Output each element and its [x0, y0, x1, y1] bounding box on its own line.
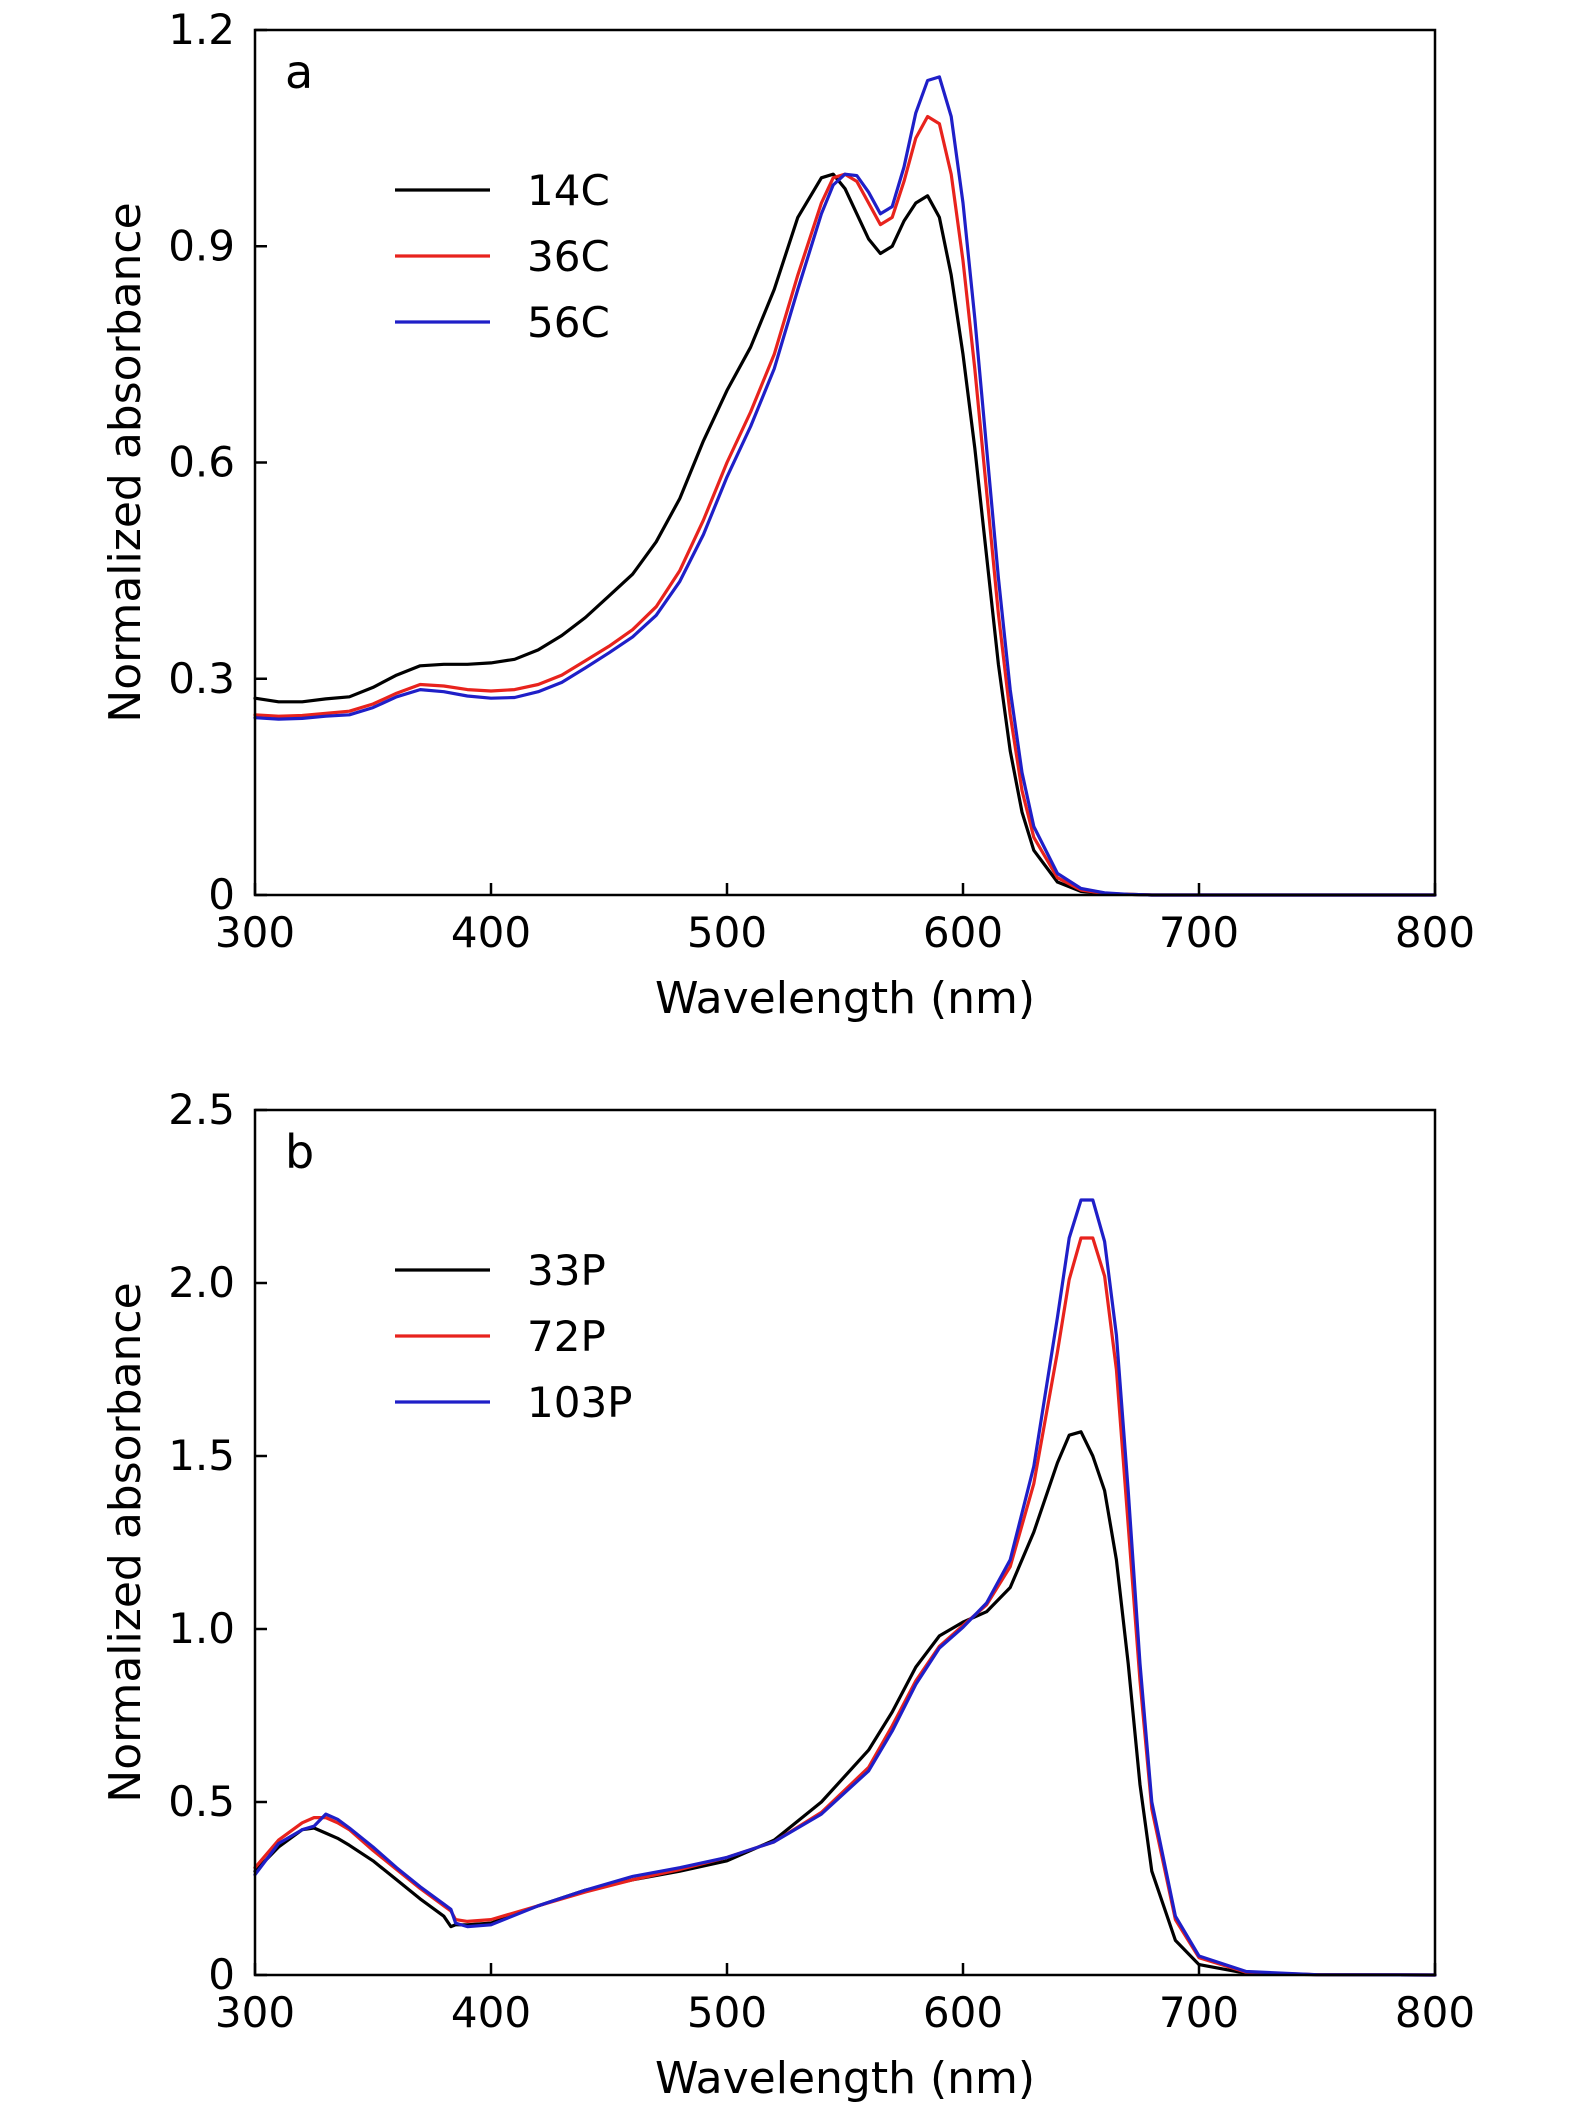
x-tick-label: 600	[923, 908, 1003, 957]
y-tick-label: 2.0	[168, 1258, 235, 1307]
series-line-36C	[253, 114, 1437, 897]
y-tick-label: 0.6	[168, 438, 235, 487]
x-tick-label: 500	[687, 908, 767, 957]
y-tick-label: 0.5	[168, 1777, 235, 1826]
legend-label-72P: 72P	[527, 1312, 606, 1361]
x-axis-title: Wavelength (nm)	[655, 973, 1035, 1024]
series-line-56C	[253, 75, 1437, 897]
plot-frame	[253, 1108, 1437, 1977]
series-line-103P	[253, 1198, 1437, 1977]
panel-b: 300 400 500 600 700 800 0 0.5 1.0 1.5 2.0 2.5 Wavele…	[100, 1085, 1475, 2104]
y-tick-label: 1.5	[168, 1431, 235, 1480]
legend-label-14C: 14C	[527, 166, 610, 215]
panel-label: b	[285, 1125, 314, 1179]
legend-label-103P: 103P	[527, 1378, 633, 1427]
legend-label-36C: 36C	[527, 232, 610, 281]
series-line-14C	[253, 172, 1437, 897]
y-tick-label: 0	[208, 870, 235, 919]
x-tick-label: 700	[1159, 908, 1239, 957]
panel-label: a	[285, 45, 313, 99]
panel-a: 300 400 500 600 700 800 0 0.3 0.6 0.9 1.2 Wavelengt…	[100, 5, 1475, 1024]
x-tick-label: 600	[923, 1988, 1003, 2037]
x-axis-title: Wavelength (nm)	[655, 2053, 1035, 2104]
y-tick-label: 1.0	[168, 1604, 235, 1653]
plot-frame	[253, 28, 1437, 897]
x-tick-label: 800	[1395, 908, 1475, 957]
x-tick-label: 800	[1395, 1988, 1475, 2037]
series-line-72P	[253, 1236, 1437, 1977]
series-line-33P	[253, 1430, 1437, 1977]
legend-label-33P: 33P	[527, 1246, 606, 1295]
x-tick-label: 400	[451, 1988, 531, 2037]
y-tick-label: 0.3	[168, 654, 235, 703]
y-tick-label: 2.5	[168, 1085, 235, 1134]
y-axis-title: Normalized absorbance	[100, 1282, 151, 1802]
y-axis-title: Normalized absorbance	[100, 202, 151, 722]
legend-label-56C: 56C	[527, 298, 610, 347]
y-tick-label: 1.2	[168, 5, 235, 54]
x-tick-label: 300	[215, 908, 295, 957]
y-tick-label: 0.9	[168, 221, 235, 270]
x-tick-label: 300	[215, 1988, 295, 2037]
x-tick-label: 400	[451, 908, 531, 957]
x-tick-label: 700	[1159, 1988, 1239, 2037]
x-tick-label: 500	[687, 1988, 767, 2037]
y-tick-label: 0	[208, 1950, 235, 1999]
